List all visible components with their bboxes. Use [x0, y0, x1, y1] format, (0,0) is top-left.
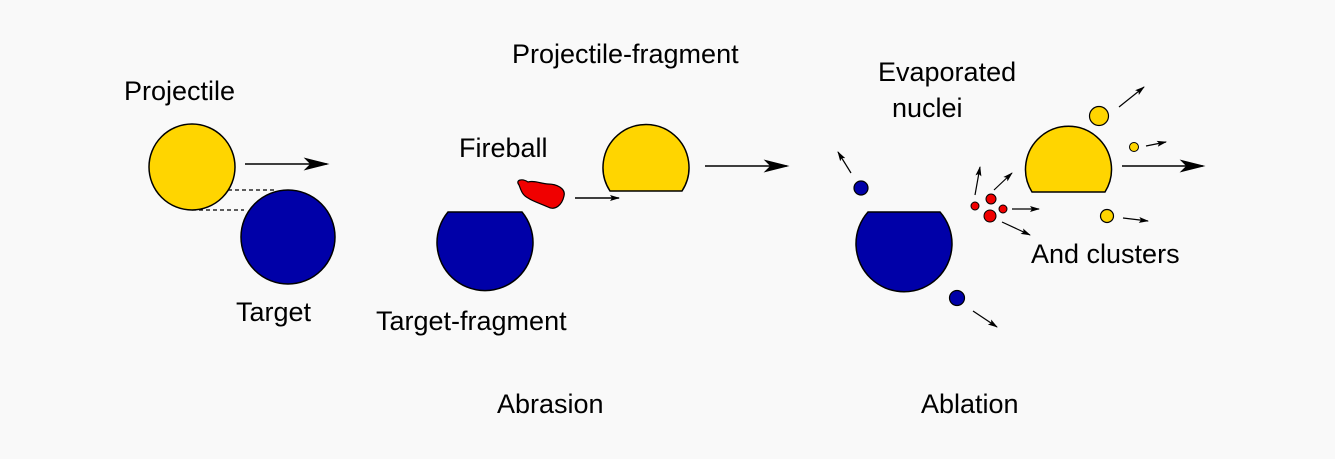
fireball-blob	[517, 179, 565, 209]
blue-upper-arrow	[837, 151, 852, 174]
cluster-arrow-d	[1001, 221, 1031, 236]
ablation-group: Evaporated nuclei And clusters	[837, 57, 1206, 328]
target-fragment-shape	[436, 211, 534, 292]
cluster-red-4	[998, 204, 1008, 214]
blue-lower-arrow	[972, 310, 998, 328]
ablation-caption: Ablation	[921, 389, 1019, 419]
projectile-nucleus	[148, 123, 236, 211]
projectile-label: Projectile	[124, 76, 235, 106]
projectile-fragment-label: Projectile-fragment	[512, 39, 739, 69]
target-fragment-label: Target-fragment	[376, 306, 567, 336]
evaporated-label-line2: nuclei	[892, 93, 963, 123]
evaporated-nucleus-yellow-large	[1088, 105, 1110, 127]
projectile-fragment-shape	[602, 123, 690, 192]
cluster-red-2	[985, 193, 997, 205]
ablated-projectile-fragment	[1024, 125, 1113, 193]
cluster-red-1	[970, 201, 980, 211]
yellow-large-arrow	[1118, 86, 1145, 108]
yellow-mid-arrow	[1122, 216, 1149, 223]
abrasion-caption: Abrasion	[497, 389, 604, 419]
evaporated-nucleus-blue-upper	[853, 180, 869, 196]
evaporated-nucleus-blue-lower	[948, 289, 966, 307]
and-clusters-label: And clusters	[1031, 239, 1180, 269]
initial-collision-group: Projectile Target	[124, 76, 336, 327]
abrasion-group: Projectile-fragment Fireball Target-frag…	[376, 39, 790, 336]
evaporated-label-line1: Evaporated	[878, 57, 1016, 87]
fireball-label: Fireball	[459, 133, 548, 163]
target-label: Target	[236, 297, 312, 327]
yellow-small-arrow	[1145, 140, 1167, 147]
evaporated-nucleus-yellow-mid	[1099, 208, 1115, 224]
evaporated-nucleus-yellow-small	[1129, 142, 1139, 152]
cluster-arrow-a	[974, 166, 982, 196]
ablated-target-fragment	[855, 211, 953, 293]
target-nucleus	[240, 189, 336, 285]
cluster-red-3	[983, 209, 997, 223]
cluster-arrow-b	[993, 172, 1013, 191]
